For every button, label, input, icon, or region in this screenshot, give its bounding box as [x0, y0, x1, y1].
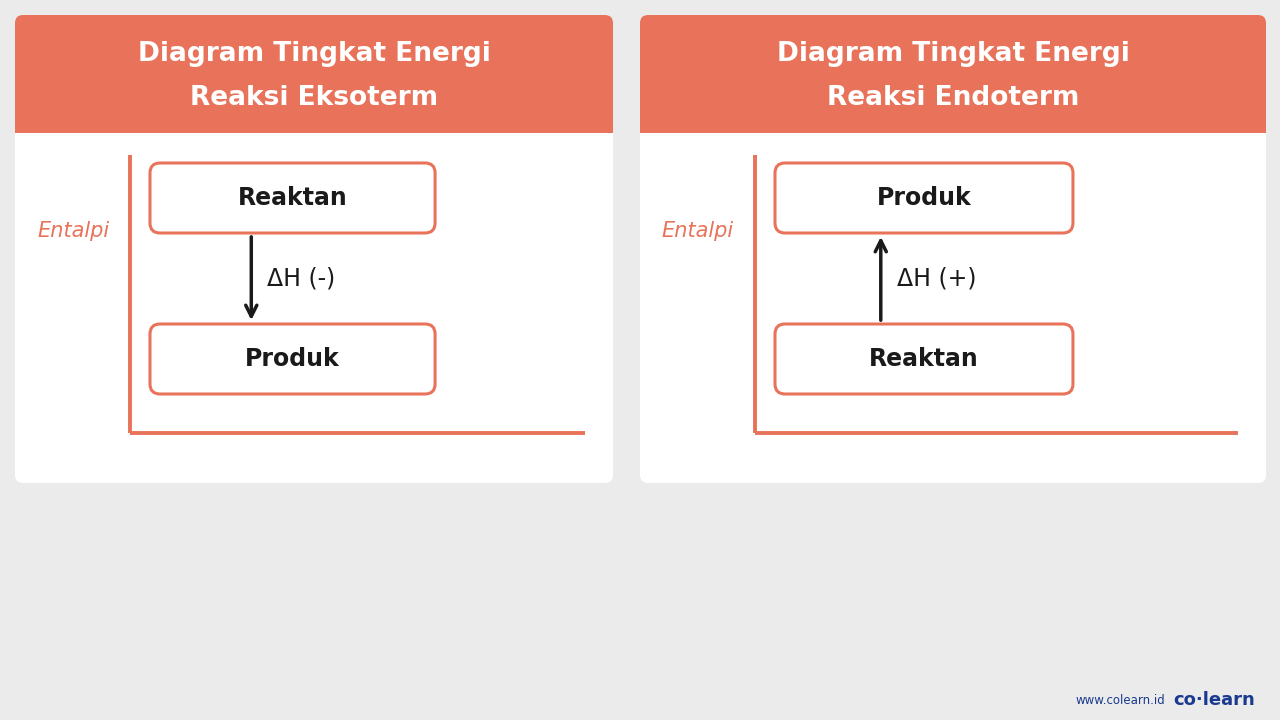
Text: www.colearn.id: www.colearn.id: [1075, 693, 1165, 706]
FancyBboxPatch shape: [774, 324, 1073, 394]
FancyBboxPatch shape: [150, 324, 435, 394]
Text: Reaksi Endoterm: Reaksi Endoterm: [827, 85, 1079, 111]
Text: Reaktan: Reaktan: [869, 347, 979, 371]
Text: ΔH (+): ΔH (+): [897, 266, 977, 290]
FancyBboxPatch shape: [150, 163, 435, 233]
Text: Diagram Tingkat Energi: Diagram Tingkat Energi: [137, 41, 490, 67]
FancyBboxPatch shape: [15, 15, 613, 133]
Text: Reaksi Eksoterm: Reaksi Eksoterm: [189, 85, 438, 111]
Bar: [640, 125, 1266, 133]
FancyBboxPatch shape: [640, 15, 1266, 483]
FancyBboxPatch shape: [15, 15, 613, 483]
Text: Diagram Tingkat Energi: Diagram Tingkat Energi: [777, 41, 1129, 67]
Text: Reaktan: Reaktan: [238, 186, 347, 210]
Text: co·learn: co·learn: [1174, 691, 1254, 709]
Text: Entalpi: Entalpi: [37, 221, 109, 241]
Text: ΔH (-): ΔH (-): [268, 266, 335, 290]
Text: Produk: Produk: [877, 186, 972, 210]
FancyBboxPatch shape: [640, 15, 1266, 133]
Bar: [15, 125, 613, 133]
FancyBboxPatch shape: [774, 163, 1073, 233]
Text: Entalpi: Entalpi: [662, 221, 733, 241]
Text: Produk: Produk: [246, 347, 340, 371]
